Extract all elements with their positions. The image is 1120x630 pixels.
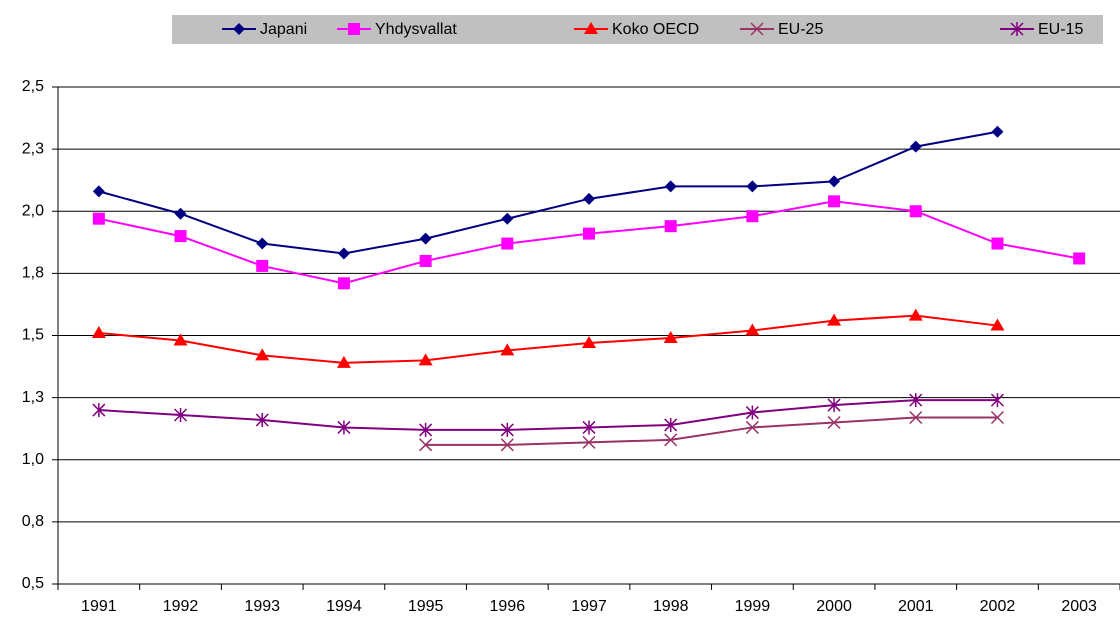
marker bbox=[337, 247, 350, 260]
x-tick-label: 2000 bbox=[816, 598, 852, 615]
marker bbox=[419, 232, 432, 245]
marker bbox=[256, 237, 269, 250]
marker bbox=[500, 343, 515, 356]
marker bbox=[233, 23, 245, 35]
x-tick-label: 1998 bbox=[653, 598, 689, 615]
marker bbox=[582, 335, 596, 348]
series-line bbox=[98, 200, 1080, 285]
y-tick-label: 0,8 bbox=[22, 513, 44, 530]
marker bbox=[991, 125, 1004, 138]
legend-label: Koko OECD bbox=[612, 21, 699, 38]
y-tick-label: 2,3 bbox=[22, 140, 44, 157]
marker bbox=[336, 355, 351, 368]
marker bbox=[92, 185, 105, 198]
marker bbox=[418, 353, 433, 366]
marker bbox=[1010, 22, 1024, 36]
marker bbox=[256, 259, 269, 272]
legend-label: Yhdysvallat bbox=[375, 21, 457, 38]
marker bbox=[174, 230, 187, 243]
marker bbox=[92, 403, 106, 418]
marker bbox=[745, 420, 759, 434]
y-tick-label: 1,0 bbox=[22, 451, 44, 468]
series-line bbox=[98, 314, 998, 364]
marker bbox=[991, 237, 1004, 250]
x-tick-label: 1993 bbox=[244, 598, 280, 615]
marker bbox=[174, 207, 187, 220]
y-tick-label: 1,8 bbox=[22, 265, 44, 282]
marker bbox=[663, 330, 678, 343]
marker bbox=[500, 438, 514, 452]
legend-label: Japani bbox=[260, 21, 307, 38]
x-tick-label: 1995 bbox=[408, 598, 444, 615]
marker bbox=[827, 398, 841, 413]
marker bbox=[909, 410, 923, 425]
marker bbox=[827, 415, 841, 430]
x-tick-label: 1996 bbox=[490, 598, 526, 615]
x-tick-label: 1994 bbox=[326, 598, 362, 615]
marker bbox=[174, 408, 188, 423]
marker bbox=[664, 433, 678, 447]
marker bbox=[255, 348, 270, 361]
marker bbox=[827, 313, 842, 326]
series-line bbox=[98, 130, 998, 255]
marker bbox=[91, 326, 106, 339]
marker bbox=[828, 195, 841, 208]
legend-box bbox=[172, 15, 1103, 44]
x-tick-label: 1997 bbox=[571, 598, 607, 615]
marker bbox=[255, 412, 269, 427]
marker bbox=[746, 210, 759, 223]
y-tick-label: 0,5 bbox=[22, 575, 44, 592]
marker bbox=[828, 175, 841, 188]
marker bbox=[750, 22, 764, 36]
y-tick-label: 1,3 bbox=[22, 389, 44, 406]
marker bbox=[419, 254, 432, 267]
x-tick-label: 2003 bbox=[1061, 598, 1097, 615]
marker bbox=[990, 393, 1004, 408]
marker bbox=[348, 23, 360, 35]
marker bbox=[337, 420, 351, 435]
marker bbox=[1073, 252, 1086, 265]
marker bbox=[745, 323, 760, 336]
y-tick-label: 1,5 bbox=[22, 327, 44, 344]
marker bbox=[909, 205, 922, 218]
marker bbox=[664, 180, 677, 193]
marker bbox=[664, 417, 678, 432]
legend-label: EU-15 bbox=[1038, 21, 1083, 38]
marker bbox=[745, 405, 759, 420]
y-tick-label: 2,5 bbox=[22, 78, 44, 95]
marker bbox=[582, 420, 596, 435]
marker bbox=[908, 308, 923, 321]
marker bbox=[990, 410, 1004, 425]
marker bbox=[419, 438, 433, 452]
x-tick-label: 1992 bbox=[163, 598, 199, 615]
marker bbox=[501, 212, 514, 225]
marker bbox=[584, 22, 598, 34]
marker bbox=[337, 277, 350, 290]
marker bbox=[582, 435, 596, 449]
marker bbox=[583, 192, 595, 205]
marker bbox=[746, 180, 759, 193]
x-tick-label: 2002 bbox=[980, 598, 1016, 615]
series-line bbox=[425, 416, 998, 446]
marker bbox=[664, 220, 677, 233]
x-tick-label: 2001 bbox=[898, 598, 934, 615]
marker bbox=[990, 318, 1005, 331]
marker bbox=[419, 422, 433, 437]
marker bbox=[173, 333, 188, 346]
marker bbox=[501, 237, 514, 250]
marker bbox=[909, 393, 923, 408]
series-line bbox=[98, 399, 998, 431]
x-tick-label: 1991 bbox=[81, 598, 117, 615]
marker bbox=[92, 212, 105, 225]
y-tick-label: 2,0 bbox=[22, 202, 44, 219]
marker bbox=[583, 227, 595, 240]
marker bbox=[500, 422, 514, 437]
x-tick-label: 1999 bbox=[735, 598, 771, 615]
marker bbox=[909, 140, 922, 153]
legend-label: EU-25 bbox=[778, 21, 823, 38]
